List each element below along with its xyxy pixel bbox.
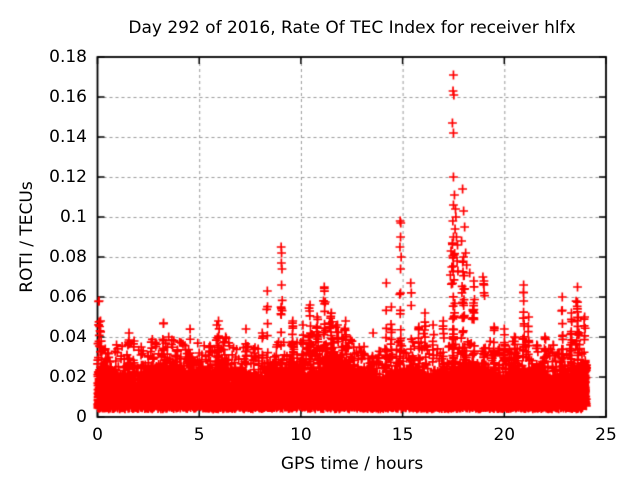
x-tick-label: 15 xyxy=(391,425,414,445)
x-tick-label: 10 xyxy=(290,425,312,445)
y-tick-label: 0 xyxy=(76,407,87,427)
y-tick-label: 0.14 xyxy=(49,127,87,147)
y-tick-label: 0.18 xyxy=(49,47,87,67)
x-tick-label: 0 xyxy=(92,425,103,445)
y-axis-label: ROTI / TECUs xyxy=(17,181,37,293)
y-tick-label: 0.16 xyxy=(49,87,87,107)
x-tick-label: 20 xyxy=(493,425,516,445)
y-tick-label: 0.12 xyxy=(49,167,87,187)
y-tick-label: 0.1 xyxy=(59,207,87,227)
chart-title: Day 292 of 2016, Rate Of TEC Index for r… xyxy=(128,18,576,38)
y-tick-label: 0.04 xyxy=(49,327,87,347)
y-tick-label: 0.06 xyxy=(49,287,87,307)
x-tick-label: 25 xyxy=(595,425,617,445)
x-tick-label: 5 xyxy=(193,425,205,445)
y-tick-label: 0.02 xyxy=(49,367,87,387)
x-axis-label: GPS time / hours xyxy=(280,454,424,474)
y-tick-label: 0.08 xyxy=(49,247,87,267)
